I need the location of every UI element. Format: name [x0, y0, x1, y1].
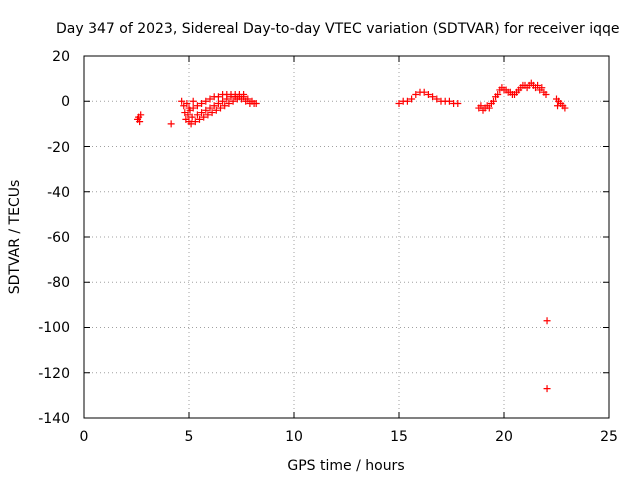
- y-tick-labels: 20 0 -20 -40 -60 -80 -100 -120 -140: [38, 49, 70, 427]
- data-point: [433, 95, 441, 103]
- y-axis-label: SDTVAR / TECUs: [7, 180, 23, 295]
- y-tick-label: 0: [61, 94, 70, 110]
- y-tick-label: -120: [38, 366, 70, 382]
- x-tick-label: 0: [80, 429, 89, 445]
- data-point: [429, 93, 437, 101]
- data-point: [212, 106, 220, 114]
- data-point: [202, 106, 210, 114]
- data-point: [543, 385, 551, 393]
- y-tick-label: 20: [52, 49, 70, 65]
- y-tick-label: -20: [47, 140, 70, 156]
- data-point: [395, 100, 403, 108]
- data-point: [219, 97, 227, 105]
- chart-title: Day 347 of 2023, Sidereal Day-to-day VTE…: [56, 21, 620, 37]
- x-tick-label: 25: [600, 429, 618, 445]
- data-point: [196, 115, 203, 123]
- data-point: [424, 90, 432, 98]
- data-point: [193, 102, 201, 110]
- y-tick-label: -60: [47, 230, 70, 246]
- data-point: [208, 109, 216, 117]
- data-point: [485, 104, 493, 112]
- data-point: [225, 100, 233, 108]
- data-point: [206, 104, 214, 112]
- x-tick-label: 20: [495, 429, 513, 445]
- plot-frame: [83, 55, 610, 419]
- data-point: [534, 81, 542, 89]
- data-point: [185, 104, 193, 112]
- data-point: [210, 102, 218, 110]
- data-point: [252, 100, 260, 108]
- y-tick-label: -140: [38, 411, 70, 427]
- data-point: [408, 95, 416, 103]
- data-point: [189, 97, 197, 105]
- data-point: [490, 97, 497, 105]
- x-tick-label: 10: [285, 429, 303, 445]
- data-point: [543, 317, 551, 325]
- data-point: [229, 97, 237, 105]
- data-point: [183, 100, 191, 108]
- data-point: [136, 118, 144, 126]
- grid-lines: [84, 56, 609, 418]
- data-point: [178, 97, 186, 105]
- data-point: [420, 88, 428, 96]
- data-point: [191, 118, 199, 126]
- axis-ticks: [83, 55, 610, 419]
- data-point: [214, 93, 222, 101]
- data-point: [221, 102, 229, 110]
- data-point: [494, 90, 502, 98]
- data-point: [206, 95, 214, 103]
- data-point: [231, 90, 239, 98]
- x-axis-label: GPS time / hours: [287, 458, 404, 474]
- x-tick-label: 15: [390, 429, 408, 445]
- data-point: [188, 113, 196, 121]
- data-point: [445, 97, 453, 105]
- data-point: [214, 100, 222, 108]
- y-tick-label: -100: [38, 320, 70, 336]
- data-point: [167, 120, 175, 128]
- data-point: [198, 100, 206, 108]
- data-point: [244, 95, 252, 103]
- data-points: [134, 79, 569, 393]
- y-tick-label: -80: [47, 275, 70, 291]
- data-point: [193, 111, 201, 119]
- data-point: [235, 93, 243, 101]
- data-point: [200, 113, 208, 121]
- data-point: [477, 102, 485, 110]
- data-point: [217, 104, 224, 112]
- data-point: [198, 109, 206, 117]
- data-point: [454, 100, 462, 108]
- data-point: [240, 90, 248, 98]
- data-point: [561, 104, 569, 112]
- y-tick-label: -40: [47, 185, 70, 201]
- data-point: [412, 90, 420, 98]
- data-point: [137, 111, 145, 119]
- data-point: [184, 111, 192, 119]
- data-point: [202, 97, 210, 105]
- data-point: [403, 97, 411, 105]
- x-tick-labels: 0 5 10 15 20 25: [80, 429, 618, 445]
- data-point: [204, 111, 212, 119]
- data-point: [542, 90, 550, 98]
- x-tick-label: 5: [185, 429, 194, 445]
- data-point: [187, 120, 195, 128]
- data-point: [538, 84, 546, 92]
